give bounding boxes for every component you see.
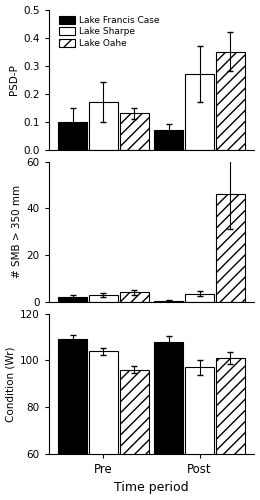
Bar <box>185 368 214 500</box>
Bar <box>58 297 87 302</box>
Y-axis label: # SMB > 350 mm: # SMB > 350 mm <box>12 185 22 278</box>
Bar <box>185 74 214 150</box>
Y-axis label: Condition (Wr): Condition (Wr) <box>5 346 16 422</box>
X-axis label: Time period: Time period <box>114 482 189 494</box>
Bar <box>89 102 118 150</box>
Bar <box>120 113 148 150</box>
Y-axis label: PSD-P: PSD-P <box>9 64 19 95</box>
Bar <box>120 292 148 302</box>
Bar <box>89 294 118 302</box>
Bar <box>120 370 148 500</box>
Bar <box>216 194 245 302</box>
Bar <box>154 130 183 150</box>
Bar <box>216 52 245 150</box>
Bar <box>154 342 183 500</box>
Bar <box>154 300 183 302</box>
Bar <box>58 340 87 500</box>
Legend: Lake Francis Case, Lake Sharpe, Lake Oahe: Lake Francis Case, Lake Sharpe, Lake Oah… <box>57 14 161 50</box>
Bar <box>185 294 214 302</box>
Bar <box>89 351 118 500</box>
Bar <box>58 122 87 150</box>
Bar <box>216 358 245 500</box>
